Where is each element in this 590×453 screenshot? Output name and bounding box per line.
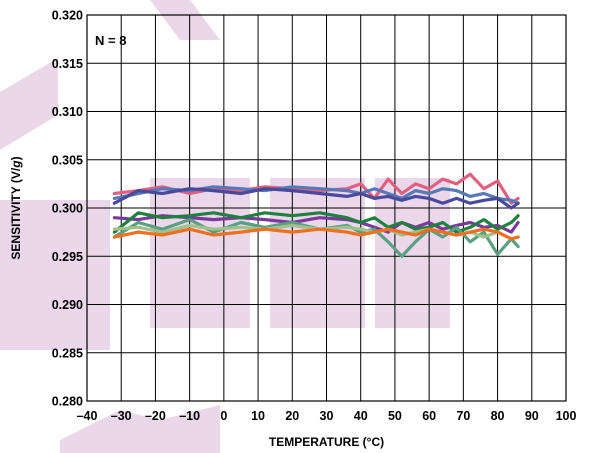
x-tick-label: –10 — [179, 409, 200, 423]
y-tick-label: 0.285 — [52, 346, 83, 360]
x-tick-label: 70 — [456, 409, 470, 423]
x-tick-label: 80 — [491, 409, 505, 423]
watermark-shape — [0, 200, 110, 350]
x-tick-label: –30 — [111, 409, 132, 423]
watermark-shape — [150, 0, 220, 40]
x-tick-label: –20 — [145, 409, 166, 423]
series-line-3 — [112, 187, 520, 210]
annotation-label: N = 8 — [95, 33, 126, 48]
series-line-2 — [112, 185, 520, 205]
x-tick-label: 30 — [320, 409, 334, 423]
x-tick-label: 0 — [220, 409, 227, 423]
y-tick-label: 0.315 — [52, 57, 83, 71]
x-tick-label: 20 — [285, 409, 299, 423]
x-tick-label: 90 — [525, 409, 539, 423]
x-tick-labels: –40 –30 –20 –10 0 10 20 30 40 50 60 70 80 90 100 — [77, 409, 577, 423]
x-tick-label: 50 — [388, 409, 402, 423]
x-tick-label: 40 — [354, 409, 368, 423]
y-tick-label: 0.280 — [52, 395, 83, 409]
series-layer — [112, 172, 520, 258]
y-axis-title: SENSITIVITY (V/g) — [9, 156, 23, 259]
watermark-shape — [270, 178, 365, 328]
y-tick-label: 0.305 — [52, 153, 83, 167]
y-axis-title-prefix: SENSITIVITY (V/ — [9, 167, 23, 259]
x-tick-label: 100 — [556, 409, 577, 423]
grid — [86, 14, 567, 402]
watermark-shape — [60, 405, 220, 453]
x-axis-title: TEMPERATURE (°C) — [269, 435, 384, 449]
x-tick-label: 10 — [251, 409, 265, 423]
y-tick-labels: 0.280 0.285 0.290 0.295 0.300 0.305 0.310 0.315… — [52, 9, 83, 409]
y-axis-title-unit: g — [9, 160, 23, 169]
x-tick-label: 60 — [422, 409, 436, 423]
watermark — [0, 0, 450, 453]
watermark-shape — [0, 58, 58, 150]
x-tick-label: –40 — [77, 409, 98, 423]
series-line-8 — [112, 227, 520, 241]
watermark-shape — [150, 178, 250, 328]
y-tick-label: 0.295 — [52, 250, 83, 264]
y-tick-label: 0.300 — [52, 202, 83, 216]
y-tick-label: 0.310 — [52, 105, 83, 119]
y-tick-label: 0.320 — [52, 9, 83, 23]
y-axis-title-suffix: ) — [9, 156, 23, 160]
y-tick-label: 0.290 — [52, 298, 83, 312]
series-line-5 — [112, 211, 520, 234]
plot-frame — [86, 14, 567, 402]
